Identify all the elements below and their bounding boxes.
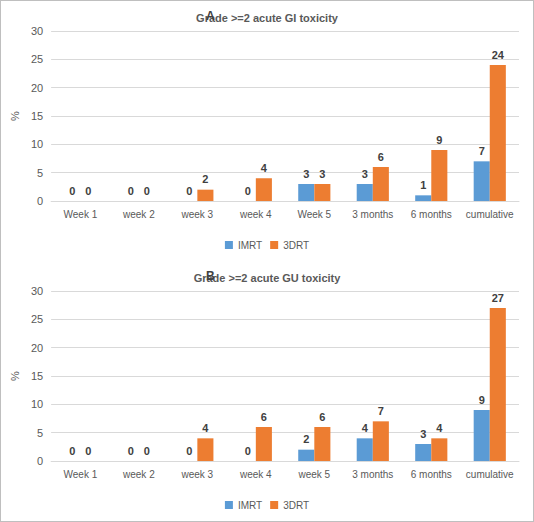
svg-text:9: 9 (479, 394, 485, 406)
svg-text:3 months: 3 months (352, 469, 393, 480)
svg-text:10: 10 (31, 138, 43, 150)
svg-text:20: 20 (31, 82, 43, 94)
svg-text:7: 7 (378, 405, 384, 417)
svg-text:4: 4 (261, 162, 268, 174)
svg-text:0: 0 (37, 195, 43, 207)
svg-text:3: 3 (303, 168, 309, 180)
svg-text:0: 0 (144, 445, 150, 457)
svg-text:15: 15 (31, 370, 43, 382)
svg-text:0: 0 (128, 185, 134, 197)
svg-text:week 5: week 5 (297, 469, 330, 480)
svg-text:week 2: week 2 (122, 469, 155, 480)
svg-text:10: 10 (31, 398, 43, 410)
svg-text:IMRT: IMRT (238, 500, 262, 511)
svg-text:3 months: 3 months (352, 209, 393, 220)
svg-text:6: 6 (261, 411, 267, 423)
svg-text:2: 2 (303, 433, 309, 445)
svg-text:Grade >=2 acute GU toxicity: Grade >=2 acute GU toxicity (194, 272, 342, 284)
svg-text:24: 24 (492, 49, 505, 61)
svg-text:0: 0 (245, 445, 251, 457)
svg-text:20: 20 (31, 342, 43, 354)
svg-text:1: 1 (420, 179, 426, 191)
svg-text:0: 0 (69, 185, 75, 197)
svg-text:%: % (9, 371, 21, 381)
svg-text:5: 5 (37, 167, 43, 179)
svg-text:IMRT: IMRT (238, 240, 262, 251)
svg-text:Week 5: Week 5 (297, 209, 331, 220)
svg-text:0: 0 (85, 185, 91, 197)
svg-text:5: 5 (37, 427, 43, 439)
svg-text:6 months: 6 months (411, 469, 452, 480)
svg-text:cumulative: cumulative (466, 469, 514, 480)
svg-text:week 3: week 3 (180, 469, 213, 480)
svg-text:30: 30 (31, 285, 43, 297)
svg-text:A: A (206, 9, 215, 23)
svg-text:0: 0 (69, 445, 75, 457)
svg-text:Week 1: Week 1 (64, 469, 98, 480)
svg-text:15: 15 (31, 110, 43, 122)
svg-text:0: 0 (245, 185, 251, 197)
svg-text:3: 3 (362, 168, 368, 180)
svg-text:week 2: week 2 (122, 209, 155, 220)
svg-text:7: 7 (479, 145, 485, 157)
svg-text:0: 0 (128, 445, 134, 457)
svg-text:3DRT: 3DRT (283, 500, 309, 511)
svg-text:25: 25 (31, 313, 43, 325)
svg-text:4: 4 (436, 422, 443, 434)
svg-text:6: 6 (319, 411, 325, 423)
svg-text:week 4: week 4 (239, 469, 272, 480)
svg-text:week 4: week 4 (239, 209, 272, 220)
svg-text:4: 4 (362, 422, 369, 434)
svg-text:0: 0 (186, 185, 192, 197)
svg-text:6: 6 (378, 151, 384, 163)
svg-text:3DRT: 3DRT (283, 240, 309, 251)
svg-text:25: 25 (31, 53, 43, 65)
svg-text:B: B (206, 269, 215, 283)
svg-text:3: 3 (319, 168, 325, 180)
svg-text:27: 27 (492, 292, 504, 304)
svg-text:3: 3 (420, 428, 426, 440)
svg-text:Grade >=2 acute GI toxicity: Grade >=2 acute GI toxicity (196, 12, 339, 24)
svg-text:Week 1: Week 1 (64, 209, 98, 220)
svg-text:%: % (9, 111, 21, 121)
svg-text:9: 9 (436, 134, 442, 146)
svg-text:0: 0 (186, 445, 192, 457)
svg-text:week 3: week 3 (180, 209, 213, 220)
svg-text:cumulative: cumulative (466, 209, 514, 220)
svg-text:0: 0 (144, 185, 150, 197)
svg-text:4: 4 (202, 422, 209, 434)
svg-text:30: 30 (31, 25, 43, 37)
svg-text:0: 0 (85, 445, 91, 457)
svg-text:6 months: 6 months (411, 209, 452, 220)
svg-text:2: 2 (202, 173, 208, 185)
svg-text:0: 0 (37, 455, 43, 467)
